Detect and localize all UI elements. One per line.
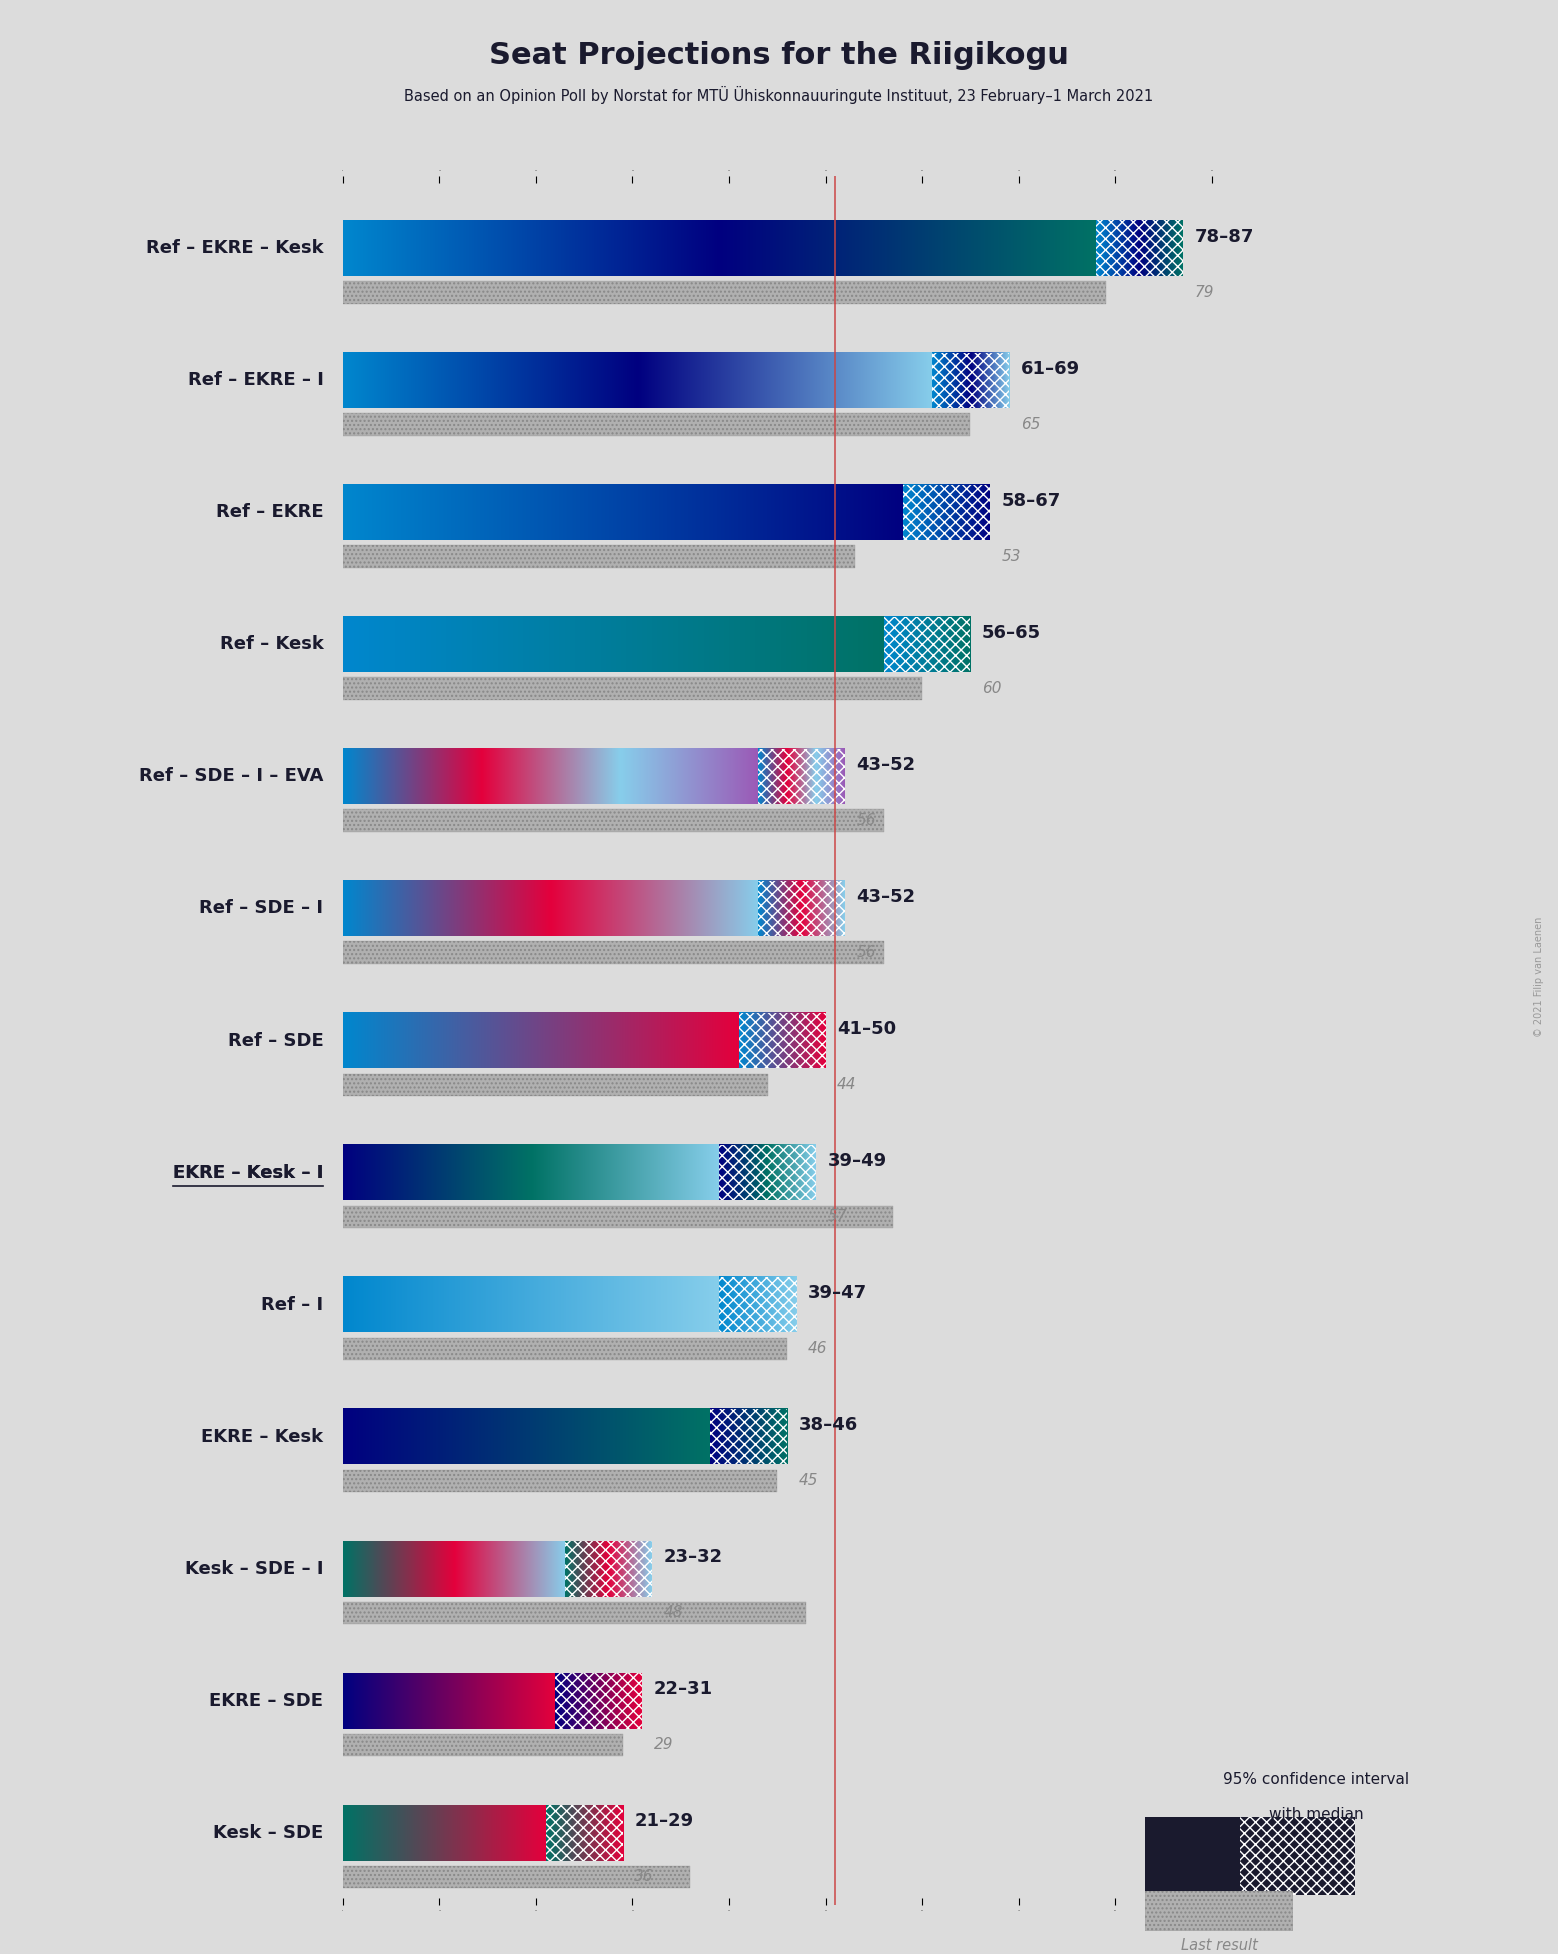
Bar xyxy=(932,352,1010,408)
Bar xyxy=(343,1602,805,1624)
Bar xyxy=(759,748,844,805)
Text: Ref – SDE – I: Ref – SDE – I xyxy=(199,899,324,918)
Text: Ref – SDE: Ref – SDE xyxy=(227,1032,324,1049)
Text: 56–65: 56–65 xyxy=(982,623,1041,643)
Text: 43–52: 43–52 xyxy=(857,756,916,774)
Text: Seat Projections for the Riigikogu: Seat Projections for the Riigikogu xyxy=(489,41,1069,70)
Bar xyxy=(343,545,854,569)
Bar xyxy=(343,1733,623,1757)
Bar xyxy=(555,1673,642,1729)
Bar xyxy=(343,1206,893,1227)
Text: 56: 56 xyxy=(857,813,876,828)
Text: 61–69: 61–69 xyxy=(1020,360,1080,379)
Bar xyxy=(343,1866,690,1888)
Bar xyxy=(720,1276,796,1333)
Text: 95% confidence interval

with median: 95% confidence interval with median xyxy=(1223,1772,1410,1821)
Bar xyxy=(343,678,922,700)
Text: 38–46: 38–46 xyxy=(799,1417,858,1434)
Bar xyxy=(343,545,854,569)
Text: 36: 36 xyxy=(634,1870,654,1884)
Text: 58–67: 58–67 xyxy=(1002,492,1061,510)
Text: Ref – I: Ref – I xyxy=(262,1296,324,1313)
Text: Ref – SDE – I – EVA: Ref – SDE – I – EVA xyxy=(139,768,324,786)
Bar xyxy=(710,1409,787,1464)
Bar xyxy=(343,809,883,832)
Text: EKRE – Kesk: EKRE – Kesk xyxy=(201,1428,324,1446)
Bar xyxy=(343,1602,805,1624)
Bar xyxy=(343,1206,893,1227)
Text: EKRE – Kesk – I: EKRE – Kesk – I xyxy=(173,1163,324,1182)
Bar xyxy=(902,485,989,541)
Text: Ref – Kesk: Ref – Kesk xyxy=(220,635,324,653)
Text: 39–47: 39–47 xyxy=(809,1284,868,1301)
Text: EKRE – SDE: EKRE – SDE xyxy=(209,1692,324,1710)
Bar xyxy=(343,1338,787,1360)
Bar xyxy=(566,1540,651,1596)
Text: 22–31: 22–31 xyxy=(654,1680,714,1698)
Text: 79: 79 xyxy=(1195,285,1214,301)
Text: 23–32: 23–32 xyxy=(664,1548,723,1567)
Text: Last result: Last result xyxy=(1181,1938,1257,1954)
Text: © 2021 Filip van Laenen: © 2021 Filip van Laenen xyxy=(1535,916,1544,1038)
Text: 44: 44 xyxy=(837,1077,857,1092)
Bar xyxy=(343,1073,768,1096)
Bar xyxy=(343,1469,777,1493)
Text: 21–29: 21–29 xyxy=(634,1813,693,1831)
Bar xyxy=(343,281,1106,303)
Text: Kesk – SDE – I: Kesk – SDE – I xyxy=(185,1559,324,1577)
Bar xyxy=(1240,1817,1355,1895)
Bar xyxy=(343,942,883,963)
Bar xyxy=(343,1073,768,1096)
Text: 29: 29 xyxy=(654,1737,673,1753)
Text: Kesk – SDE: Kesk – SDE xyxy=(213,1823,324,1841)
Bar xyxy=(343,281,1106,303)
Text: 56: 56 xyxy=(857,946,876,959)
Text: Based on an Opinion Poll by Norstat for MTÜ Ühiskonnauuringute Instituut, 23 Feb: Based on an Opinion Poll by Norstat for … xyxy=(405,86,1153,104)
Bar xyxy=(343,678,922,700)
Text: 53: 53 xyxy=(1002,549,1020,565)
Bar xyxy=(738,1012,826,1069)
Bar xyxy=(759,881,844,936)
Text: EKRE – Kesk – I: EKRE – Kesk – I xyxy=(173,1163,324,1182)
Text: 45: 45 xyxy=(799,1473,818,1489)
Text: 78–87: 78–87 xyxy=(1195,229,1254,246)
Bar xyxy=(545,1805,623,1860)
Bar xyxy=(343,1866,690,1888)
Bar xyxy=(343,1733,623,1757)
Text: 65: 65 xyxy=(1020,416,1041,432)
Text: Ref – EKRE: Ref – EKRE xyxy=(217,504,324,522)
Bar xyxy=(343,414,971,436)
Bar xyxy=(883,617,971,672)
Bar xyxy=(343,414,971,436)
Bar xyxy=(1095,221,1183,276)
Text: Ref – EKRE – Kesk: Ref – EKRE – Kesk xyxy=(146,240,324,258)
Text: Ref – EKRE – I: Ref – EKRE – I xyxy=(187,371,324,389)
Text: 43–52: 43–52 xyxy=(857,889,916,907)
Text: 48: 48 xyxy=(664,1606,682,1620)
Text: 41–50: 41–50 xyxy=(837,1020,896,1038)
Bar xyxy=(343,1338,787,1360)
Bar xyxy=(720,1145,816,1200)
Bar xyxy=(343,809,883,832)
Text: 39–49: 39–49 xyxy=(827,1153,887,1170)
Bar xyxy=(343,942,883,963)
Text: 60: 60 xyxy=(982,682,1002,696)
Text: 46: 46 xyxy=(809,1340,827,1356)
Bar xyxy=(343,1469,777,1493)
Text: 57: 57 xyxy=(827,1210,848,1225)
